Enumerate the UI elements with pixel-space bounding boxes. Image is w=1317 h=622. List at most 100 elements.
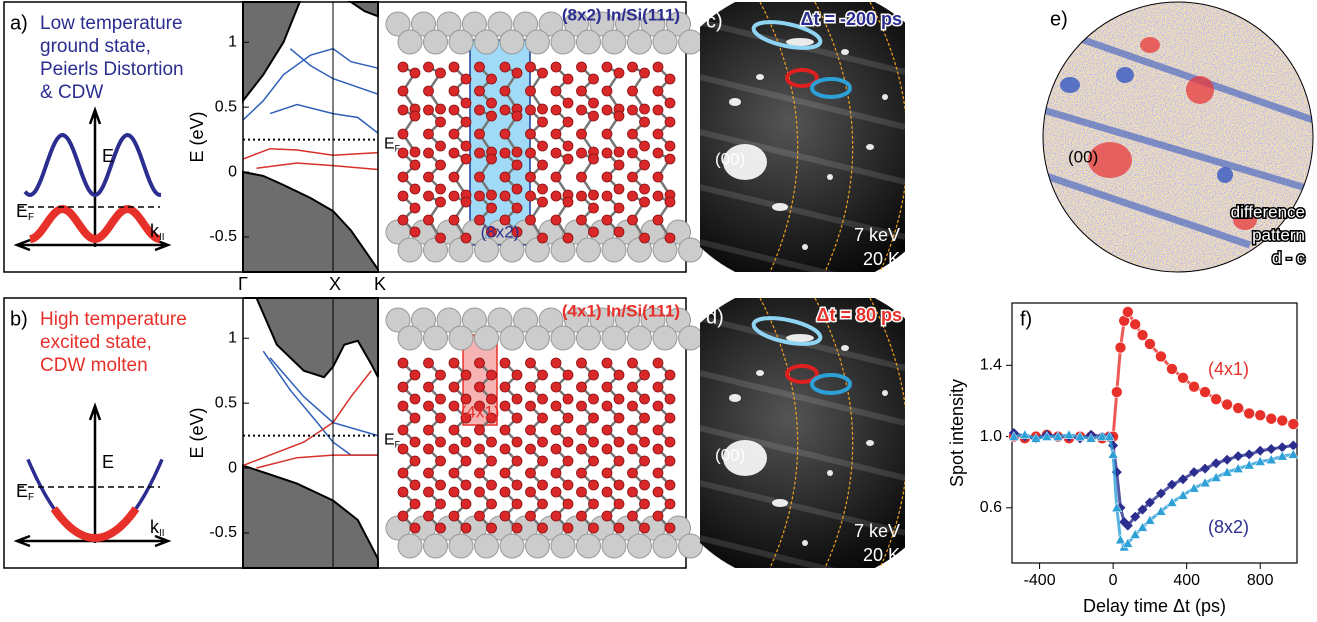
description: ground state, [40, 36, 151, 57]
in-atom [577, 487, 587, 497]
in-atom [538, 160, 548, 170]
in-atom [461, 523, 471, 533]
in-atom [449, 401, 459, 411]
si-atom [449, 534, 473, 558]
si-atom [577, 238, 601, 262]
data-point [1222, 399, 1233, 410]
description: excited state, [40, 332, 152, 353]
y-tick-label: 0.5 [215, 394, 237, 411]
in-atom [538, 104, 548, 114]
in-atom [640, 480, 650, 490]
in-atom [628, 358, 638, 368]
in-atom [526, 425, 536, 435]
in-atom [602, 358, 612, 368]
in-atom [424, 148, 434, 158]
in-atom [449, 511, 459, 521]
in-atom [628, 215, 638, 225]
projected-bulk [243, 172, 378, 272]
bond [454, 449, 466, 485]
in-atom [449, 62, 459, 72]
in-atom [538, 184, 548, 194]
in-atom [487, 98, 497, 108]
in-atom [640, 437, 650, 447]
in-atom [551, 468, 561, 478]
panel-label: f) [1020, 308, 1032, 330]
in-atom [563, 74, 573, 84]
in-atom [461, 456, 471, 466]
panel-label: d) [706, 306, 724, 328]
in-atom [526, 129, 536, 139]
description: CDW molten [40, 355, 148, 376]
blob [1060, 77, 1080, 93]
data-point [1266, 444, 1276, 454]
in-atom [589, 227, 599, 237]
bond [556, 363, 568, 399]
in-atom [653, 62, 663, 72]
in-atom [551, 129, 561, 139]
in-atom [577, 444, 587, 454]
caption: pattern [1252, 225, 1305, 244]
spot-label: (00) [715, 445, 745, 464]
in-atom [512, 111, 522, 121]
band [243, 371, 371, 466]
in-atom [461, 117, 471, 127]
in-atom [653, 511, 663, 521]
si-atom [500, 326, 524, 350]
in-atom [653, 191, 663, 201]
in-atom [563, 98, 573, 108]
spot [729, 394, 741, 402]
in-atom [500, 191, 510, 201]
main: E [384, 136, 395, 153]
x-tick-label: 0 [1109, 572, 1118, 589]
in-atom [500, 358, 510, 368]
bond [556, 406, 568, 442]
in-atom [602, 425, 612, 435]
bond [607, 449, 619, 485]
in-atom [551, 401, 561, 411]
in-atom [512, 147, 522, 157]
data-point [1233, 451, 1243, 461]
legend-label: (4x1) [1208, 359, 1249, 379]
in-atom [424, 105, 434, 115]
in-atom [410, 394, 420, 404]
in-atom [398, 129, 408, 139]
in-atom [589, 203, 599, 213]
label: E [102, 146, 114, 166]
subscript: F [28, 492, 34, 503]
in-atom [589, 499, 599, 509]
in-atom [512, 203, 522, 213]
in-atom [449, 382, 459, 392]
in-atom [526, 148, 536, 158]
in-atom [398, 148, 408, 158]
in-atom [398, 401, 408, 411]
in-atom [577, 129, 587, 139]
si-atom [628, 534, 652, 558]
data-point [1288, 419, 1299, 430]
in-atom [512, 456, 522, 466]
in-atom [538, 197, 548, 207]
si-atom [424, 534, 448, 558]
k-point-label: Γ [238, 274, 248, 294]
si-atom [398, 238, 422, 262]
in-atom [602, 172, 612, 182]
in-atom [449, 215, 459, 225]
in-atom [436, 437, 446, 447]
y-tick-label: 0.5 [215, 98, 237, 115]
in-atom [500, 468, 510, 478]
label: 20 K [863, 545, 900, 565]
in-atom [602, 86, 612, 96]
in-atom [589, 523, 599, 533]
structure-title: (8x2) In/Si(111) [562, 5, 680, 24]
spot [756, 74, 764, 80]
in-atom [500, 444, 510, 454]
si-atom [577, 326, 601, 350]
in-atom [424, 358, 434, 368]
bond [556, 449, 568, 485]
in-atom [449, 425, 459, 435]
in-atom [436, 413, 446, 423]
bond [531, 153, 543, 189]
in-atom [449, 148, 459, 158]
in-atom [640, 456, 650, 466]
si-atom [475, 30, 499, 54]
bond [633, 363, 645, 399]
